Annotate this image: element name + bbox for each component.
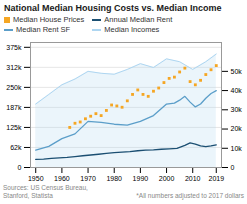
html-text:*All numbers adjusted to 2017: *All numbers adjusted to 2017 dollars xyxy=(136,192,244,200)
svg-text:50k: 50k xyxy=(231,68,243,75)
svg-text:0: 0 xyxy=(231,164,235,171)
svg-text:62k: 62k xyxy=(10,144,22,151)
svg-text:125k: 125k xyxy=(6,124,22,131)
svg-text:1960: 1960 xyxy=(54,176,70,183)
svg-text:375k: 375k xyxy=(6,44,22,51)
html-text:Median House Prices: Median House Prices xyxy=(13,15,85,25)
svg-text:2000: 2000 xyxy=(159,176,175,183)
svg-text:20k: 20k xyxy=(231,126,243,133)
svg-text:10k: 10k xyxy=(231,145,243,152)
svg-text:250k: 250k xyxy=(6,84,22,91)
svg-text:1990: 1990 xyxy=(133,176,149,183)
svg-text:2010: 2010 xyxy=(185,176,201,183)
svg-text:0: 0 xyxy=(18,164,22,171)
svg-text:312k: 312k xyxy=(6,64,22,71)
svg-text:1950: 1950 xyxy=(28,176,44,183)
html-text:National Median Housing Costs: National Median Housing Costs vs. Median… xyxy=(4,3,222,13)
svg-text:1970: 1970 xyxy=(80,176,96,183)
html-text:Annual Median Rent: Annual Median Rent xyxy=(104,15,173,25)
html-text:Sources: US Census Bureau, Sta: Sources: US Census Bureau, Stanford, Sta… xyxy=(3,184,88,200)
svg-text:2019: 2019 xyxy=(208,176,224,183)
svg-text:187k: 187k xyxy=(6,104,22,111)
svg-text:30k: 30k xyxy=(231,106,243,113)
html-text:Median Rent SF: Median Rent SF xyxy=(16,25,71,35)
svg-text:40k: 40k xyxy=(231,87,243,94)
svg-text:1980: 1980 xyxy=(106,176,122,183)
html-text:Median Incomes: Median Incomes xyxy=(104,25,160,35)
